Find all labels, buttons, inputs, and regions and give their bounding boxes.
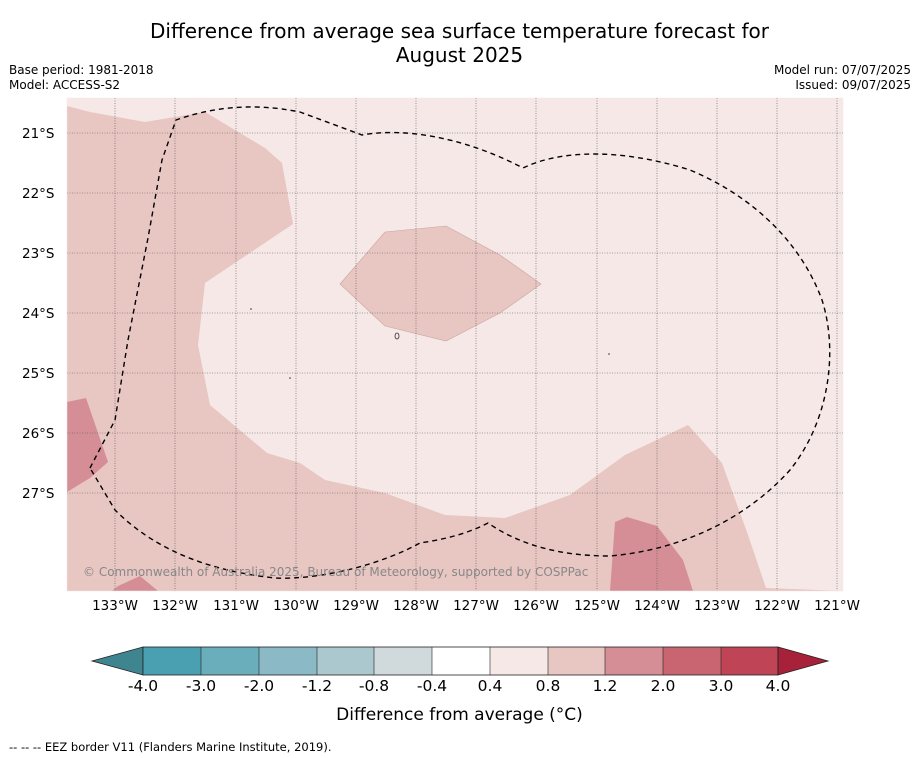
colorbar-tick-label: -2.0 <box>243 677 275 695</box>
island-marker <box>394 332 400 340</box>
lat-label: 25°S <box>22 366 55 382</box>
map-title-line1: Difference from average sea surface temp… <box>149 19 769 43</box>
eez-footnote: -- -- -- EEZ border V11 (Flanders Marine… <box>9 740 332 754</box>
model-name: Model: ACCESS-S2 <box>9 78 121 92</box>
map-title-line2: August 2025 <box>395 43 524 67</box>
colorbar-tick-label: 4.0 <box>765 677 791 695</box>
colorbar-bin <box>432 647 490 675</box>
lat-label: 22°S <box>22 186 55 202</box>
colorbar-bin <box>259 647 317 675</box>
colorbar-tick-label: -3.0 <box>185 677 217 695</box>
lat-label: 26°S <box>22 426 55 442</box>
island-marker <box>608 353 610 355</box>
lon-label: 133°W <box>92 598 138 614</box>
colorbar-bin <box>374 647 432 675</box>
lat-label: 24°S <box>22 306 55 322</box>
colorbar-tick-label: -0.8 <box>358 677 390 695</box>
island-marker <box>289 377 291 379</box>
latitude-gridlines <box>67 132 843 494</box>
eez-border <box>89 106 831 579</box>
map-frame <box>66 97 844 592</box>
colorbar-bin <box>490 647 548 675</box>
lon-label: 131°W <box>213 598 259 614</box>
colorbar-under-arrow <box>90 646 144 676</box>
colorbar-tick-label: 3.0 <box>708 677 734 695</box>
lon-label: 128°W <box>393 598 439 614</box>
lon-label: 122°W <box>754 598 800 614</box>
colorbar-title: Difference from average (°C) <box>336 705 583 725</box>
colorbar-over-arrow <box>777 646 830 676</box>
anomaly-strong-sw <box>112 576 158 591</box>
lon-label: 126°W <box>513 598 559 614</box>
colorbar-tick-label: 1.2 <box>592 677 618 695</box>
lon-label: 125°W <box>574 598 620 614</box>
colorbar-bin <box>143 647 201 675</box>
colorbar-tick-label: 2.0 <box>650 677 676 695</box>
lon-label: 121°W <box>814 598 860 614</box>
model-run: Model run: 07/07/2025 <box>773 63 911 77</box>
lon-label: 127°W <box>453 598 499 614</box>
issued-date: Issued: 09/07/2025 <box>795 78 911 92</box>
colorbar-bin <box>605 647 663 675</box>
anomaly-region-central <box>339 225 542 342</box>
anomaly-strong-west <box>67 398 108 492</box>
island-marker <box>250 308 252 310</box>
map-area <box>67 98 843 591</box>
colorbar-bin <box>721 647 778 675</box>
copyright-notice: © Commonwealth of Australia 2025, Bureau… <box>83 565 589 579</box>
colorbar-tick-label: 0.8 <box>535 677 561 695</box>
colorbar-tick-label: -4.0 <box>127 677 159 695</box>
lon-label: 132°W <box>152 598 198 614</box>
colorbar-tick-label: -0.4 <box>416 677 448 695</box>
lat-label: 23°S <box>22 246 55 262</box>
lon-label: 124°W <box>634 598 680 614</box>
colorbar <box>90 646 830 676</box>
colorbar-bin <box>663 647 721 675</box>
lon-label: 130°W <box>273 598 319 614</box>
colorbar-frame <box>142 646 779 676</box>
base-period: Base period: 1981-2018 <box>9 63 154 77</box>
colorbar-tick-label: 0.4 <box>477 677 503 695</box>
colorbar-bin <box>201 647 259 675</box>
lat-label: 21°S <box>22 126 55 142</box>
colorbar-bin <box>317 647 374 675</box>
anomaly-strong-south <box>610 517 693 591</box>
colorbar-bin <box>548 647 605 675</box>
lon-label: 129°W <box>333 598 379 614</box>
anomaly-region-west <box>67 106 843 591</box>
lat-label: 27°S <box>22 486 55 502</box>
colorbar-tick-label: -1.2 <box>301 677 333 695</box>
lon-label: 123°W <box>694 598 740 614</box>
